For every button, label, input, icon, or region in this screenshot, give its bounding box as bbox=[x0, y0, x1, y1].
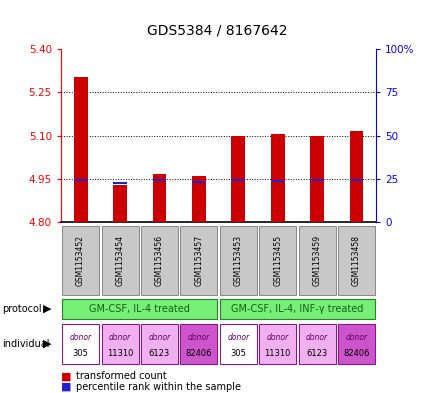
Bar bbox=[298, 323, 335, 364]
Bar bbox=[349, 131, 363, 222]
Bar bbox=[113, 182, 127, 184]
Bar bbox=[141, 226, 178, 294]
Text: donor: donor bbox=[266, 333, 288, 342]
Bar bbox=[101, 323, 138, 364]
Text: GSM1153453: GSM1153453 bbox=[233, 235, 242, 286]
Bar bbox=[113, 185, 127, 222]
Text: protocol: protocol bbox=[2, 304, 42, 314]
Bar bbox=[349, 179, 363, 181]
Bar bbox=[270, 180, 284, 182]
Text: ▶: ▶ bbox=[43, 339, 51, 349]
Text: transformed count: transformed count bbox=[76, 371, 167, 382]
Text: GSM1153452: GSM1153452 bbox=[76, 235, 85, 286]
Bar bbox=[219, 323, 256, 364]
Bar bbox=[62, 299, 217, 320]
Bar bbox=[270, 134, 284, 222]
Bar bbox=[337, 226, 374, 294]
Text: GSM1153454: GSM1153454 bbox=[115, 235, 124, 286]
Text: 6123: 6123 bbox=[306, 349, 327, 358]
Text: GSM1153458: GSM1153458 bbox=[351, 235, 360, 286]
Text: 11310: 11310 bbox=[107, 349, 133, 358]
Text: 11310: 11310 bbox=[264, 349, 290, 358]
Text: donor: donor bbox=[227, 333, 249, 342]
Text: GM-CSF, IL-4, INF-γ treated: GM-CSF, IL-4, INF-γ treated bbox=[231, 304, 363, 314]
Text: donor: donor bbox=[187, 333, 210, 342]
Bar bbox=[141, 323, 178, 364]
Text: ▶: ▶ bbox=[43, 304, 51, 314]
Text: GSM1153456: GSM1153456 bbox=[155, 235, 164, 286]
Text: 82406: 82406 bbox=[185, 349, 212, 358]
Bar bbox=[62, 226, 99, 294]
Text: 305: 305 bbox=[72, 349, 89, 358]
Text: individual: individual bbox=[2, 339, 49, 349]
Bar bbox=[73, 179, 87, 181]
Text: ■: ■ bbox=[61, 382, 71, 392]
Bar bbox=[152, 179, 166, 181]
Bar bbox=[180, 323, 217, 364]
Bar bbox=[180, 226, 217, 294]
Bar bbox=[259, 323, 296, 364]
Bar bbox=[337, 323, 374, 364]
Bar bbox=[73, 77, 87, 222]
Text: GM-CSF, IL-4 treated: GM-CSF, IL-4 treated bbox=[89, 304, 190, 314]
Text: donor: donor bbox=[109, 333, 131, 342]
Text: donor: donor bbox=[148, 333, 170, 342]
Text: ■: ■ bbox=[61, 371, 71, 382]
Text: 305: 305 bbox=[230, 349, 246, 358]
Bar bbox=[231, 179, 245, 181]
Bar bbox=[191, 180, 205, 183]
Text: GDS5384 / 8167642: GDS5384 / 8167642 bbox=[147, 23, 287, 37]
Bar bbox=[101, 226, 138, 294]
Bar bbox=[309, 179, 323, 181]
Text: donor: donor bbox=[345, 333, 367, 342]
Text: percentile rank within the sample: percentile rank within the sample bbox=[76, 382, 240, 392]
Text: 82406: 82406 bbox=[342, 349, 369, 358]
Bar bbox=[219, 226, 256, 294]
Bar bbox=[298, 226, 335, 294]
Text: GSM1153455: GSM1153455 bbox=[273, 235, 282, 286]
Bar bbox=[191, 176, 205, 222]
Bar bbox=[259, 226, 296, 294]
Bar bbox=[152, 174, 166, 222]
Text: GSM1153459: GSM1153459 bbox=[312, 235, 321, 286]
Bar bbox=[220, 299, 374, 320]
Text: GSM1153457: GSM1153457 bbox=[194, 235, 203, 286]
Bar bbox=[309, 136, 323, 222]
Bar bbox=[231, 136, 245, 222]
Bar bbox=[62, 323, 99, 364]
Text: 6123: 6123 bbox=[148, 349, 170, 358]
Text: donor: donor bbox=[306, 333, 327, 342]
Text: donor: donor bbox=[69, 333, 92, 342]
